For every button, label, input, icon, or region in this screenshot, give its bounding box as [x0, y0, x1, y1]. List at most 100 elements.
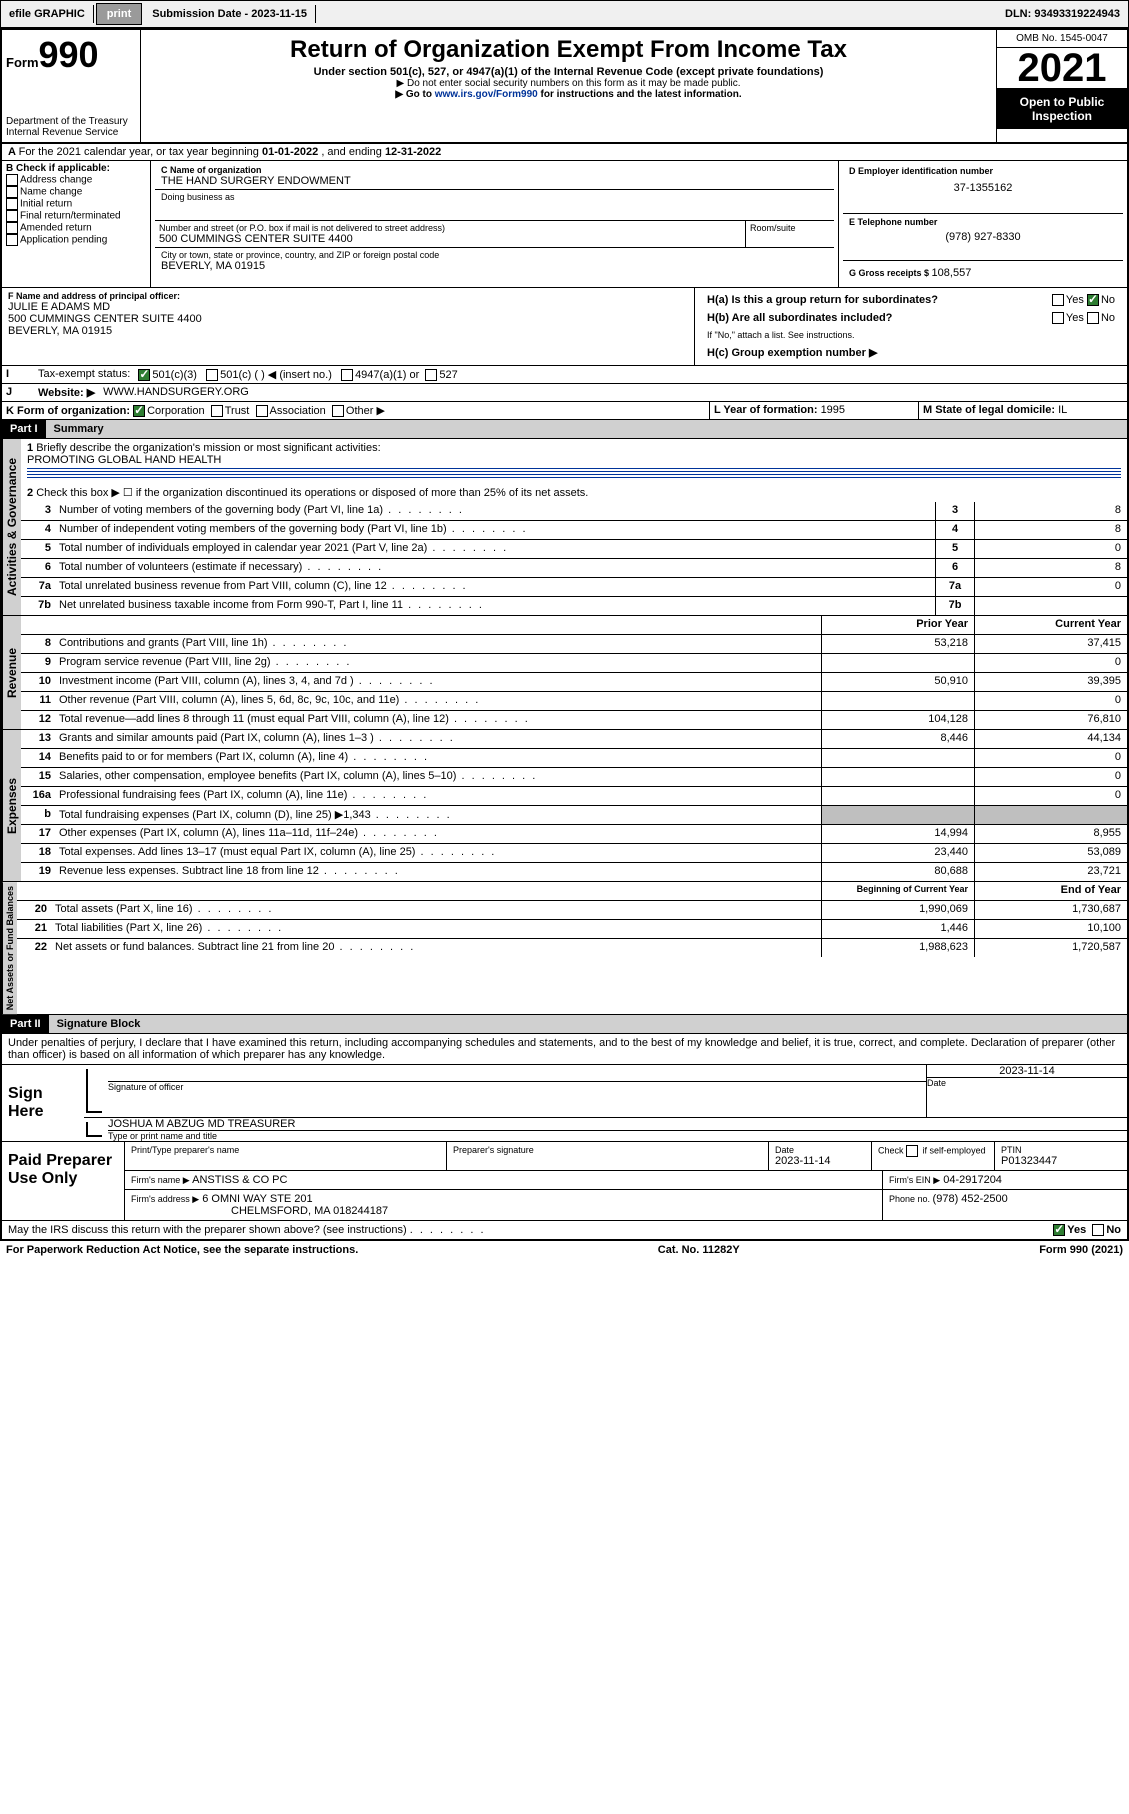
- footer-left: For Paperwork Reduction Act Notice, see …: [6, 1244, 358, 1256]
- sign-date: 2023-11-14: [927, 1065, 1127, 1077]
- check-527[interactable]: [425, 369, 437, 381]
- website-link[interactable]: WWW.HANDSURGERY.ORG: [99, 384, 253, 401]
- line-text: Revenue less expenses. Subtract line 18 …: [55, 863, 821, 881]
- line-val: 0: [974, 540, 1127, 558]
- line-val: 0: [974, 578, 1127, 596]
- check-name-change[interactable]: [6, 186, 18, 198]
- firm-ein: 04-2917204: [943, 1174, 1002, 1186]
- line-text: Total liabilities (Part X, line 26): [51, 920, 821, 938]
- curr-val: 0: [974, 692, 1127, 710]
- paid-row-1: Print/Type preparer's name Preparer's si…: [125, 1142, 1127, 1171]
- print-button[interactable]: print: [96, 3, 142, 25]
- officer-name-title: JOSHUA M ABZUG MD TREASURER: [108, 1118, 1127, 1130]
- firm-ein-label: Firm's EIN ▶: [889, 1175, 940, 1185]
- check-501c3[interactable]: [138, 369, 150, 381]
- summary-line-16a: 16aProfessional fundraising fees (Part I…: [21, 787, 1127, 806]
- opt-5: Application pending: [20, 235, 107, 246]
- check-501c[interactable]: [206, 369, 218, 381]
- line-num: 10: [21, 673, 55, 691]
- check-trust[interactable]: [211, 405, 223, 417]
- efile-label: efile GRAPHIC: [1, 5, 94, 23]
- discuss-no-check[interactable]: [1092, 1224, 1104, 1236]
- check-4947[interactable]: [341, 369, 353, 381]
- expenses-block: Expenses 13Grants and similar amounts pa…: [2, 730, 1127, 882]
- declaration-text: Under penalties of perjury, I declare th…: [2, 1034, 1127, 1065]
- footer-right-a: Form: [1039, 1244, 1070, 1256]
- sign-here-label: Sign Here: [2, 1065, 84, 1141]
- check-assoc[interactable]: [256, 405, 268, 417]
- rule-4: [27, 477, 1121, 478]
- check-initial-return[interactable]: [6, 198, 18, 210]
- top-bar: efile GRAPHIC print Submission Date - 20…: [0, 0, 1129, 28]
- check-application-pending[interactable]: [6, 234, 18, 246]
- rule-3: [27, 474, 1121, 475]
- curr-val: 0: [974, 654, 1127, 672]
- line-text: Net assets or fund balances. Subtract li…: [51, 939, 821, 957]
- check-amended-return[interactable]: [6, 222, 18, 234]
- pointer-icon-2: [86, 1122, 102, 1137]
- dln: DLN: 93493319224943: [997, 5, 1128, 23]
- summary-line-12: 12Total revenue—add lines 8 through 11 (…: [21, 711, 1127, 729]
- prior-val: [821, 806, 974, 824]
- paid-table: Print/Type preparer's name Preparer's si…: [124, 1142, 1127, 1220]
- line-text: Total number of individuals employed in …: [55, 540, 935, 558]
- curr-val: 10,100: [974, 920, 1127, 938]
- form990-link[interactable]: www.irs.gov/Form990: [435, 89, 538, 100]
- summary-line-3: 3Number of voting members of the governi…: [21, 502, 1127, 521]
- part1-badge: Part I: [2, 420, 46, 438]
- line-val: 8: [974, 559, 1127, 577]
- line-num: 12: [21, 711, 55, 729]
- opt-other: Other ▶: [346, 405, 385, 417]
- dln-value: 93493319224943: [1034, 8, 1120, 20]
- opt-3: Final return/terminated: [20, 211, 121, 222]
- hb-label: H(b) Are all subordinates included?: [707, 312, 892, 324]
- prior-val: [821, 787, 974, 805]
- hb-yes-check[interactable]: [1052, 312, 1064, 324]
- check-other[interactable]: [332, 405, 344, 417]
- summary-line-7b: 7bNet unrelated business taxable income …: [21, 597, 1127, 615]
- line-num: 4: [21, 521, 55, 539]
- name-title-label: Type or print name and title: [108, 1130, 1127, 1141]
- check-address-change[interactable]: [6, 174, 18, 186]
- ha-no-check[interactable]: [1087, 294, 1099, 306]
- line-num: 3: [21, 502, 55, 520]
- curr-val: 8,955: [974, 825, 1127, 843]
- tax-year-end: 12-31-2022: [385, 146, 441, 158]
- prior-val: 50,910: [821, 673, 974, 691]
- line-m-val: IL: [1058, 404, 1067, 416]
- curr-val: 39,395: [974, 673, 1127, 691]
- check-final-return[interactable]: [6, 210, 18, 222]
- subdate-value: 2023-11-15: [251, 8, 307, 20]
- form-header: Form990 Department of the Treasury Inter…: [2, 30, 1127, 144]
- check-selfemp[interactable]: [906, 1145, 918, 1157]
- curr-val: 0: [974, 749, 1127, 767]
- org-street: 500 CUMMINGS CENTER SUITE 4400: [159, 233, 741, 245]
- line-a-text-b: , and ending: [321, 146, 385, 158]
- summary-line-19: 19Revenue less expenses. Subtract line 1…: [21, 863, 1127, 881]
- curr-val: 53,089: [974, 844, 1127, 862]
- subdate-label: Submission Date -: [152, 8, 251, 20]
- part2-title: Signature Block: [49, 1015, 1127, 1033]
- summary-line-10: 10Investment income (Part VIII, column (…: [21, 673, 1127, 692]
- revenue-block: Revenue Prior Year Current Year 8Contrib…: [2, 616, 1127, 730]
- hb-note: If "No," attach a list. See instructions…: [701, 327, 1121, 343]
- page-footer: For Paperwork Reduction Act Notice, see …: [0, 1241, 1129, 1259]
- col-begin: Beginning of Current Year: [821, 882, 974, 900]
- hb-no-check[interactable]: [1087, 312, 1099, 324]
- summary-line-18: 18Total expenses. Add lines 13–17 (must …: [21, 844, 1127, 863]
- room-label: Room/suite: [745, 221, 834, 247]
- part1-header-row: Part I Summary: [2, 420, 1127, 439]
- addr-label: Number and street (or P.O. box if mail i…: [159, 223, 741, 233]
- line-text: Program service revenue (Part VIII, line…: [55, 654, 821, 672]
- line-l-label: L Year of formation:: [714, 404, 821, 416]
- discuss-yes: Yes: [1067, 1224, 1086, 1236]
- paid-row-3: Firm's address ▶ 6 OMNI WAY STE 201 CHEL…: [125, 1190, 1127, 1220]
- line-text: Net unrelated business taxable income fr…: [55, 597, 935, 615]
- discuss-yes-check[interactable]: [1053, 1224, 1065, 1236]
- line-box: 3: [935, 502, 974, 520]
- prep-name-label: Print/Type preparer's name: [125, 1142, 447, 1170]
- ha-yes-check[interactable]: [1052, 294, 1064, 306]
- prep-date-val: 2023-11-14: [775, 1155, 865, 1167]
- line-box: 4: [935, 521, 974, 539]
- check-corp[interactable]: [133, 405, 145, 417]
